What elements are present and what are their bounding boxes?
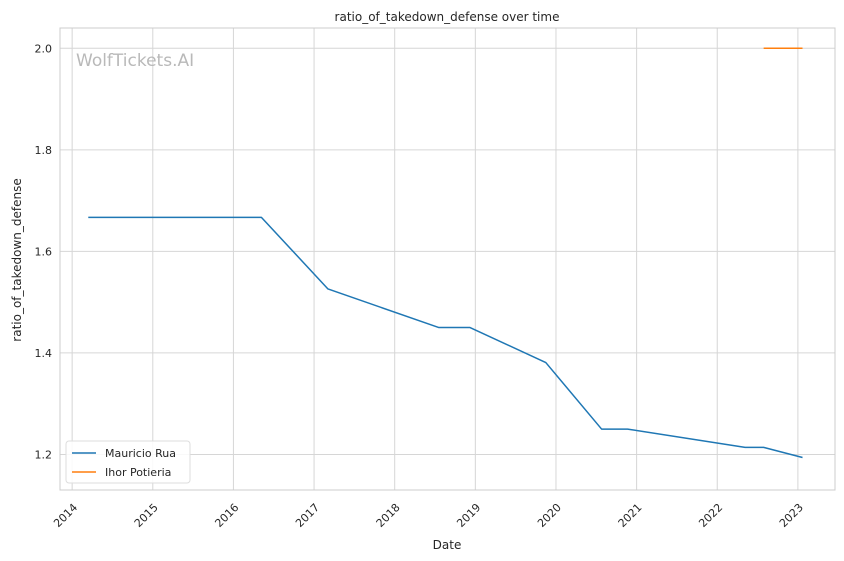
x-tick-label: 2021 — [616, 501, 645, 530]
legend-label: Mauricio Rua — [105, 447, 176, 460]
x-tick-label: 2023 — [777, 501, 806, 530]
chart-title: ratio_of_takedown_defense over time — [335, 10, 560, 24]
x-tick-label: 2016 — [212, 501, 241, 530]
x-tick-label: 2019 — [454, 501, 483, 530]
legend-label: Ihor Potieria — [105, 466, 171, 479]
y-tick-label: 1.6 — [35, 245, 53, 258]
series-line-1 — [88, 216, 803, 459]
x-tick-label: 2022 — [696, 501, 725, 530]
legend: Mauricio Rua Ihor Potieria — [65, 440, 191, 484]
x-tick-label: 2015 — [132, 501, 161, 530]
x-axis-label: Date — [433, 538, 462, 552]
y-tick-label: 1.8 — [35, 144, 53, 157]
y-tick-label: 1.4 — [35, 347, 53, 360]
x-tick-label: 2017 — [293, 501, 322, 530]
watermark-text: WolfTickets.AI — [76, 51, 194, 71]
grid-lines — [60, 28, 835, 490]
plot-frame — [59, 27, 836, 491]
x-tick-label: 2020 — [535, 501, 564, 530]
legend-box — [65, 440, 191, 484]
y-tick-label: 1.2 — [35, 448, 53, 461]
x-tick-label: 2014 — [51, 501, 80, 530]
y-axis-label: ratio_of_takedown_defense — [10, 178, 24, 341]
y-tick-label: 2.0 — [35, 42, 53, 55]
x-tick-label: 2018 — [374, 501, 403, 530]
